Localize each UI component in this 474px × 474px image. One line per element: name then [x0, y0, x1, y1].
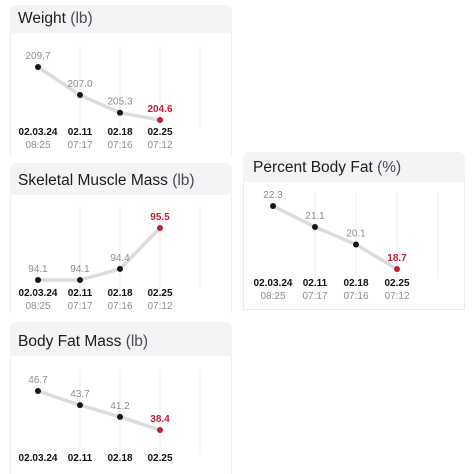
x-tick-date: 02.18 — [107, 127, 132, 138]
data-label: 204.6 — [147, 104, 172, 115]
x-tick-time: 07:17 — [67, 301, 92, 312]
data-point — [157, 117, 163, 123]
percent-body-fat-card[interactable]: Percent Body Fat (%) 22.3 02.03.24 08:25 21… — [243, 152, 465, 310]
data-label: 38.4 — [150, 414, 170, 425]
data-point — [157, 225, 163, 231]
x-tick-date: 02.18 — [107, 453, 132, 464]
skeletal-muscle-mass-title: Skeletal Muscle Mass (lb) — [18, 172, 195, 190]
data-point — [77, 92, 83, 99]
data-label: 205.3 — [107, 97, 132, 108]
data-label: 21.1 — [305, 211, 325, 222]
data-label: 46.7 — [28, 375, 48, 386]
skeletal-muscle-mass-unit: (lb) — [172, 172, 195, 189]
data-point — [117, 413, 123, 420]
body-fat-mass-title: Body Fat Mass (lb) — [18, 333, 148, 351]
data-point — [35, 388, 41, 394]
skeletal-muscle-mass-chart: 94.1 02.03.24 08:25 94.1 02.11 07:17 94.4 02.18… — [19, 205, 201, 312]
x-tick-time: 07:12 — [384, 291, 409, 302]
x-tick-date: 02.11 — [303, 278, 328, 289]
data-point — [312, 224, 318, 230]
data-point — [353, 241, 359, 248]
x-tick-date: 02.11 — [68, 453, 93, 464]
x-tick-date: 02.18 — [107, 288, 132, 299]
x-tick-date: 02.11 — [68, 127, 93, 138]
x-tick-time: 07:17 — [67, 140, 92, 151]
data-label: 22.3 — [263, 190, 283, 201]
series-line — [36, 65, 162, 122]
data-label: 41.2 — [110, 401, 130, 412]
x-tick-time: 07:16 — [107, 301, 132, 312]
data-label: 209.7 — [25, 51, 50, 62]
skeletal-muscle-mass-card-body — [10, 195, 232, 313]
x-tick-time: 08:25 — [260, 291, 285, 302]
x-tick-time: 07:12 — [147, 140, 172, 151]
data-point — [394, 266, 400, 272]
data-label: 43.7 — [70, 389, 90, 400]
weight-card-header — [10, 5, 232, 33]
data-point — [270, 203, 276, 209]
body-fat-mass-chart: 46.7 02.03.24 43.7 02.11 41.2 02.18 38.4 02.25 — [19, 372, 201, 464]
data-point — [35, 64, 41, 70]
x-tick-date: 02.11 — [68, 288, 93, 299]
skeletal-muscle-mass-title-text: Skeletal Muscle Mass — [18, 172, 168, 189]
x-tick-date: 02.03.24 — [19, 288, 58, 299]
x-tick-date: 02.03.24 — [19, 127, 58, 138]
series-line — [36, 226, 162, 282]
x-tick-time: 07:17 — [302, 291, 327, 302]
data-point — [117, 109, 123, 116]
body-fat-mass-unit: (lb) — [125, 333, 149, 350]
x-tick-date: 02.25 — [147, 127, 172, 138]
weight-unit: (lb) — [70, 10, 93, 27]
series-line — [271, 204, 399, 271]
weight-title: Weight (lb) — [18, 10, 93, 28]
body-fat-mass-card-body — [10, 356, 232, 474]
data-point — [77, 277, 83, 283]
x-tick-time: 07:16 — [343, 291, 368, 302]
x-tick-date: 02.18 — [343, 278, 368, 289]
body-fat-mass-card-header — [10, 322, 232, 356]
data-label: 94.4 — [110, 253, 130, 264]
percent-body-fat-title: Percent Body Fat (%) — [253, 159, 401, 177]
x-tick-time: 07:16 — [107, 140, 132, 151]
skeletal-muscle-mass-card-header — [10, 163, 232, 195]
percent-body-fat-card-body — [243, 182, 465, 310]
body-fat-mass-card[interactable]: Body Fat Mass (lb) 46.7 02.03.24 43.7 02.11… — [10, 322, 232, 474]
data-label: 94.1 — [70, 264, 90, 275]
weight-title-text: Weight — [18, 10, 66, 27]
x-tick-date: 02.25 — [384, 278, 409, 289]
x-tick-date: 02.03.24 — [254, 278, 293, 289]
data-label: 20.1 — [346, 229, 366, 240]
data-point — [157, 427, 163, 433]
x-tick-time: 08:25 — [25, 301, 50, 312]
x-tick-time: 07:12 — [147, 301, 172, 312]
weight-chart: 209.7 02.03.24 08:25 207.0 02.11 07:17 205.3 02… — [19, 45, 201, 151]
x-tick-date: 02.25 — [147, 288, 172, 299]
data-point — [35, 277, 41, 283]
data-label: 18.7 — [387, 253, 407, 264]
body-fat-mass-title-text: Body Fat Mass — [18, 333, 122, 350]
data-label: 95.5 — [150, 212, 170, 223]
x-tick-date: 02.25 — [147, 453, 172, 464]
percent-body-fat-unit: (%) — [377, 159, 402, 176]
series-line — [36, 389, 162, 432]
x-tick-date: 02.03.24 — [19, 453, 58, 464]
data-point — [117, 265, 123, 272]
data-label: 207.0 — [67, 79, 92, 90]
skeletal-muscle-mass-card[interactable]: Skeletal Muscle Mass (lb) 94.1 02.03.24 08… — [10, 163, 232, 313]
weight-card-body — [10, 33, 232, 155]
data-label: 94.1 — [28, 264, 48, 275]
x-tick-time: 08:25 — [25, 140, 50, 151]
weight-card[interactable]: Weight (lb) 209.7 02.03.24 08:25 207.0 02.11… — [10, 5, 232, 155]
percent-body-fat-title-text: Percent Body Fat — [253, 159, 373, 176]
data-point — [77, 402, 83, 409]
percent-body-fat-chart: 22.3 02.03.24 08:25 21.1 02.11 07:17 20.1 02.18… — [254, 190, 439, 302]
percent-body-fat-card-header — [243, 152, 465, 182]
